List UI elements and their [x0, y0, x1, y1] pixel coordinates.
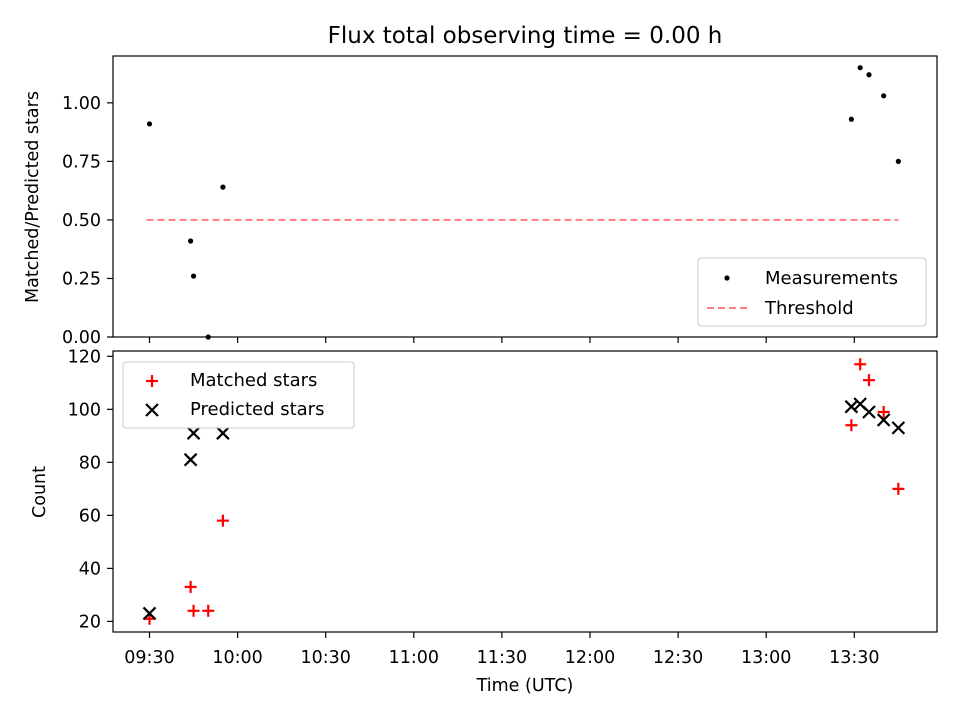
legend-matched-marker: [146, 375, 158, 387]
x-axis-label: Time (UTC): [476, 676, 574, 696]
top-panel: 0.00 0.25 0.50 0.75 1.00 Matched/Predicted s…: [23, 55, 938, 348]
y-tick-label: 0.25: [62, 269, 101, 289]
measurement-point: [188, 238, 194, 244]
measurement-point: [881, 93, 887, 99]
y-tick-label: 0.50: [62, 211, 101, 231]
measurement-point: [857, 65, 863, 71]
y-tick-label: 1.00: [62, 94, 101, 114]
chart-title: Flux total observing time = 0.00 h: [328, 23, 723, 49]
measurement-point: [146, 121, 153, 127]
predicted-star-point: [216, 426, 230, 440]
x-tick-label: 13:30: [829, 648, 879, 668]
legend-matched-label: Matched stars: [190, 370, 317, 391]
matched-star-point: [877, 405, 890, 418]
matched-star-point: [187, 604, 200, 617]
top-legend: Measurements Threshold: [697, 257, 927, 327]
measurement-point: [190, 273, 197, 279]
predicted-star-point: [862, 405, 876, 419]
matched-star-point: [862, 374, 875, 387]
measurement-point: [220, 184, 226, 190]
measurement-point: [895, 158, 901, 164]
y-tick-label: 100: [68, 400, 101, 420]
y-tick-label: 0.00: [62, 328, 101, 348]
predicted-x-b: [142, 606, 157, 621]
matched-star-point: [845, 419, 858, 432]
predicted-star-point: [142, 606, 157, 621]
top-panel-frame: [112, 55, 938, 338]
y-tick-label: 120: [68, 347, 101, 367]
predicted-x-b: [862, 405, 876, 419]
legend-predicted-label: Predicted stars: [190, 399, 324, 420]
predicted-x-b: [876, 413, 891, 427]
y-tick-label: 80: [79, 453, 101, 473]
bottom-legend: Matched stars Predicted stars: [122, 361, 355, 429]
top-y-axis-label: Matched/Predicted stars: [23, 91, 43, 303]
legend-measurements-label: Measurements: [765, 268, 898, 289]
predicted-x-b: [891, 421, 906, 435]
bottom-panel-frame: [112, 350, 938, 633]
legend-predicted-marker: [145, 403, 159, 417]
predicted-star-point: [891, 421, 906, 435]
predicted-x-b: [183, 452, 198, 467]
x-tick-label: 13:00: [741, 648, 791, 668]
predicted-x-b: [853, 397, 867, 411]
predicted-x-b: [186, 426, 201, 440]
y-tick-label: 20: [79, 612, 101, 632]
measurement-point: [848, 116, 854, 122]
measurement-point: [866, 72, 872, 78]
predicted-star-point: [186, 426, 201, 440]
predicted-x-b: [844, 399, 859, 414]
x-tick-label: 11:30: [477, 648, 527, 668]
x-tick-label: 12:30: [653, 648, 703, 668]
y-tick-label: 0.75: [62, 152, 101, 172]
y-tick-label: 40: [79, 559, 101, 579]
matched-star-point: [184, 580, 197, 593]
x-tick-label: 10:00: [212, 648, 262, 668]
matched-star-point: [892, 482, 905, 495]
x-tick-label: 12:00: [565, 648, 615, 668]
matched-star-point: [854, 358, 867, 371]
predicted-x-b: [216, 426, 230, 440]
predicted-star-point: [183, 452, 198, 467]
bottom-panel: 20 40 60 80 100 120 09:30 10:00 10:30 11:00 11:30 1…: [30, 347, 938, 696]
legend-threshold-label: Threshold: [764, 298, 854, 319]
predicted-star-point: [876, 413, 891, 427]
x-tick-label: 09:30: [124, 648, 174, 668]
bottom-y-axis-label: Count: [30, 466, 50, 518]
predicted-star-point: [844, 399, 859, 414]
x-tick-label: 10:30: [300, 648, 350, 668]
legend-measurements-marker: [724, 275, 730, 281]
x-tick-label: 11:00: [389, 648, 439, 668]
matched-star-point: [202, 604, 215, 617]
y-tick-label: 60: [79, 506, 101, 526]
matched-star-point: [216, 514, 229, 527]
